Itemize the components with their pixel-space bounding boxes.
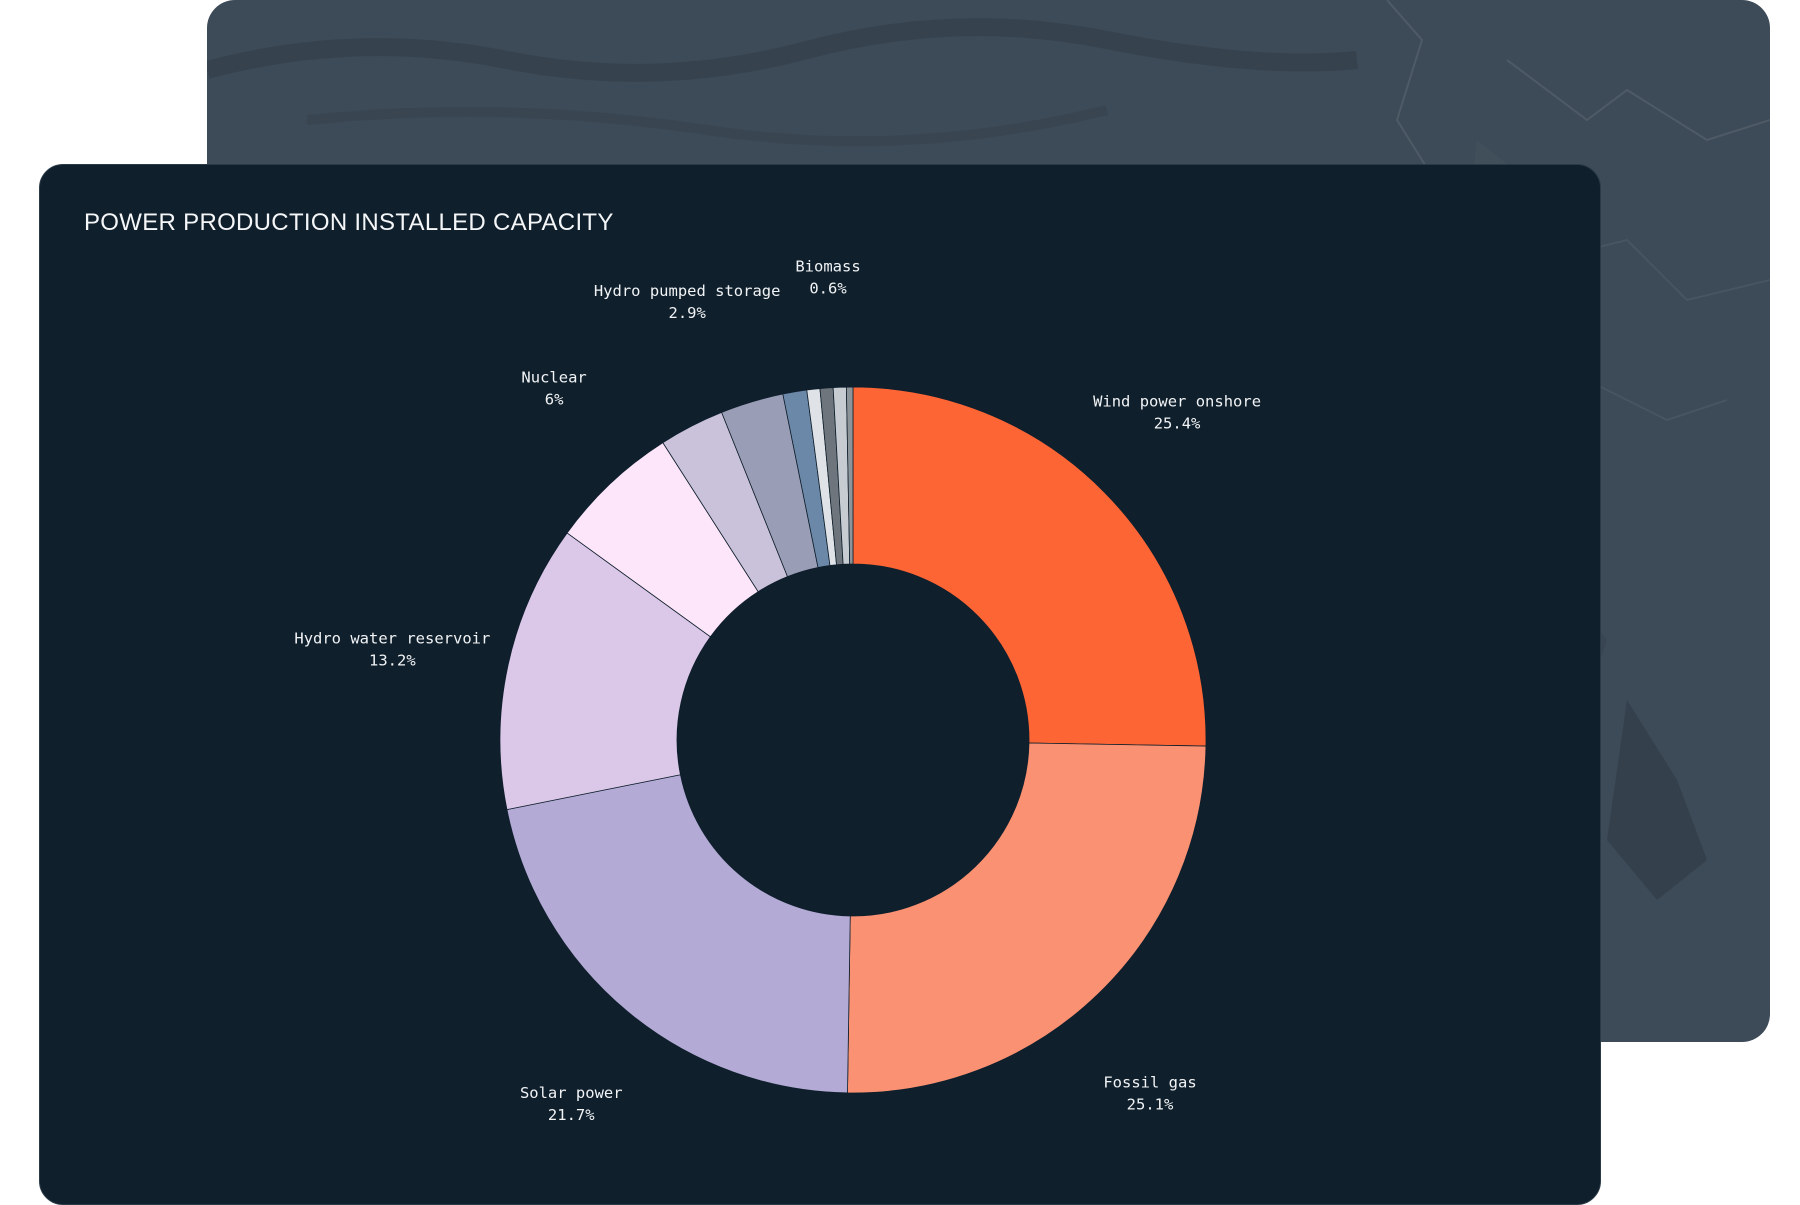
donut-slice-solar-power[interactable]	[506, 774, 851, 1094]
donut-slice-fossil-gas[interactable]	[847, 742, 1207, 1094]
donut-slices	[499, 386, 1207, 1094]
slice-labels: Wind power onshore 25.4% Fossil gas 25.1% So…	[294, 257, 1261, 1124]
slice-label-biomass: Biomass	[795, 257, 860, 275]
slice-label-hydro-water-reservoir: Hydro water reservoir	[294, 630, 490, 648]
donut-chart: Wind power onshore 25.4% Fossil gas 25.1% So…	[294, 257, 1261, 1124]
donut-slice-12[interactable]	[845, 386, 854, 565]
slice-value-hydro-pumped-storage: 2.9%	[668, 304, 706, 322]
slice-value-biomass: 0.6%	[809, 279, 847, 297]
slice-value-solar-power: 21.7%	[548, 1106, 595, 1124]
slice-label-hydro-pumped-storage: Hydro pumped storage	[594, 282, 781, 300]
slice-label-solar-power: Solar power	[520, 1084, 623, 1102]
slice-value-wind-power-onshore: 25.4%	[1154, 414, 1201, 432]
slice-label-fossil-gas: Fossil gas	[1103, 1074, 1196, 1092]
chart-title: POWER PRODUCTION INSTALLED CAPACITY	[84, 209, 614, 236]
slice-label-wind-power-onshore: Wind power onshore	[1093, 392, 1261, 410]
slice-value-fossil-gas: 25.1%	[1127, 1096, 1174, 1114]
slice-value-hydro-water-reservoir: 13.2%	[369, 652, 416, 670]
slice-label-nuclear: Nuclear	[521, 369, 586, 387]
slice-value-nuclear: 6%	[545, 391, 564, 409]
donut-slice-wind-power-onshore[interactable]	[852, 386, 1207, 747]
donut-slice-hydro-water-reservoir[interactable]	[499, 532, 712, 811]
chart-card: POWER PRODUCTION INSTALLED CAPACITY Wind…	[39, 164, 1601, 1205]
